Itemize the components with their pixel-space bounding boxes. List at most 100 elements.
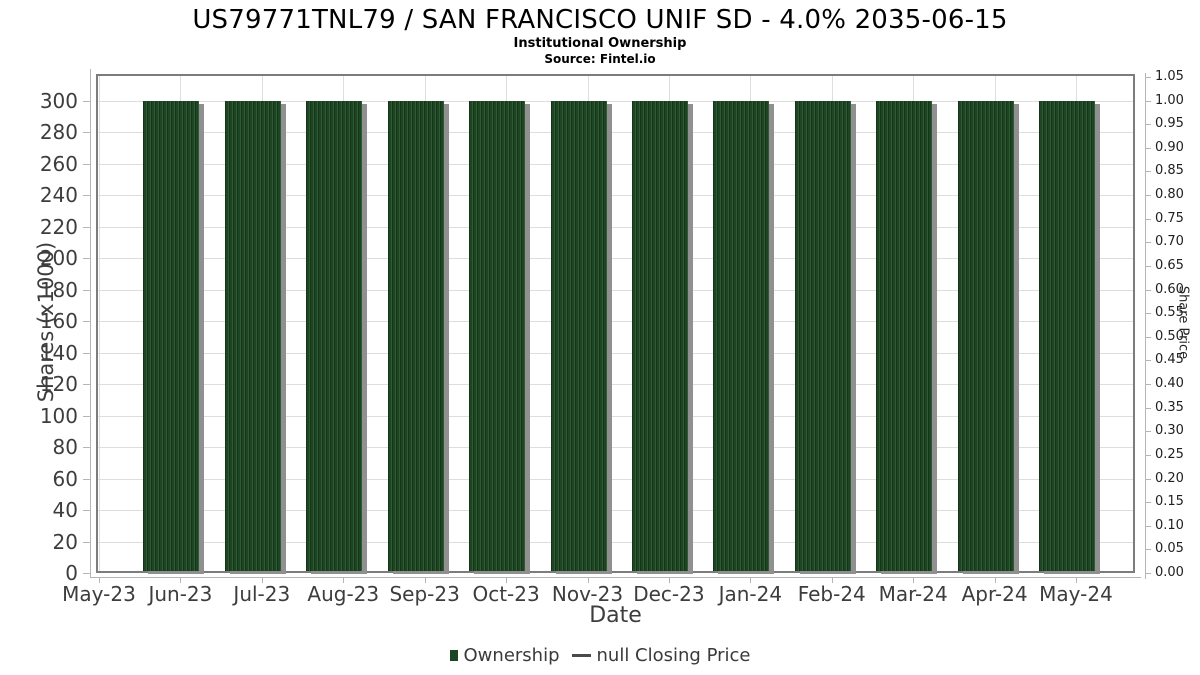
y-axis-right-tick xyxy=(1145,77,1151,78)
y-axis-left-tick-label: 0 xyxy=(65,561,78,585)
x-axis-tick xyxy=(750,577,752,583)
ownership-bar xyxy=(631,101,688,571)
y-axis-right-tick-label: 0.30 xyxy=(1155,423,1184,439)
y-axis-right-tick-label: 0.90 xyxy=(1155,139,1184,155)
y-axis-right-tick xyxy=(1145,573,1151,574)
y-axis-left-tick xyxy=(83,101,90,102)
ownership-bar xyxy=(143,101,200,571)
y-axis-left-tick xyxy=(83,258,90,260)
gridline-horizontal xyxy=(98,195,1133,197)
gridline-horizontal xyxy=(98,510,1133,512)
y-axis-left-tick xyxy=(83,573,90,574)
y-axis-right-tick-label: 0.20 xyxy=(1155,470,1184,486)
y-axis-right-tick-label: 0.85 xyxy=(1155,163,1184,179)
y-axis-right-tick xyxy=(1145,147,1151,149)
legend-item-closing-price: null Closing Price xyxy=(571,645,751,666)
y-axis-right-spine xyxy=(1145,73,1146,579)
ownership-bar xyxy=(469,101,526,571)
y-axis-right-tick xyxy=(1145,478,1151,480)
legend-item-ownership: Ownership xyxy=(449,645,560,666)
x-axis-tick xyxy=(831,577,833,583)
gridline-horizontal xyxy=(98,384,1133,386)
ownership-bar xyxy=(306,101,363,571)
gridline-horizontal xyxy=(98,258,1133,260)
y-axis-right-tick-label: 0.40 xyxy=(1155,376,1184,392)
y-axis-left-tick xyxy=(83,384,90,386)
y-axis-right-tick xyxy=(1145,218,1151,220)
y-axis-left-tick xyxy=(83,132,90,134)
y-axis-right-tick xyxy=(1145,171,1151,173)
y-axis-left-tick xyxy=(83,541,90,543)
y-axis-right-tick xyxy=(1145,124,1151,126)
gridline-horizontal xyxy=(98,478,1133,480)
y-axis-right-tick xyxy=(1145,525,1151,527)
gridline-horizontal xyxy=(98,415,1133,417)
chart-title: US79771TNL79 / SAN FRANCISCO UNIF SD - 4… xyxy=(192,5,1008,35)
y-axis-left-tick xyxy=(83,415,90,417)
y-axis-left-tick xyxy=(83,352,90,354)
y-axis-right-tick xyxy=(1145,384,1151,386)
y-axis-right-tick xyxy=(1145,549,1151,551)
y-axis-right-tick xyxy=(1145,195,1151,197)
ownership-bar xyxy=(713,101,770,571)
ownership-bar xyxy=(957,101,1014,571)
legend-label: null Closing Price xyxy=(596,645,751,666)
y-axis-right-tick xyxy=(1145,100,1151,102)
y-axis-right-tick-label: 0.70 xyxy=(1155,234,1184,250)
y-axis-right-tick xyxy=(1145,454,1151,456)
y-axis-left-tick-label: 20 xyxy=(52,529,78,554)
ownership-bar xyxy=(550,101,607,571)
y-axis-right-tick-label: 0.15 xyxy=(1155,494,1184,510)
y-axis-left-tick xyxy=(83,226,90,228)
chart-source: Source: Fintel.io xyxy=(544,52,656,66)
y-axis-left-tick-label: 240 xyxy=(39,183,78,208)
y-axis-left-tick xyxy=(83,510,90,512)
gridline-vertical xyxy=(99,76,100,571)
y-axis-right-tick xyxy=(1145,502,1151,504)
gridline-horizontal xyxy=(98,132,1133,134)
y-axis-left-tick-label: 280 xyxy=(39,120,78,145)
gridline-horizontal xyxy=(98,321,1133,323)
y-axis-right-tick-label: 1.05 xyxy=(1155,69,1184,84)
y-axis-right-tick xyxy=(1145,289,1151,291)
y-axis-right-tick xyxy=(1145,313,1151,315)
gridline-horizontal xyxy=(98,163,1133,165)
plot-area xyxy=(96,74,1135,573)
y-axis-left-tick xyxy=(83,289,90,291)
gridline-horizontal xyxy=(98,101,1133,102)
x-axis-tick xyxy=(994,577,996,583)
y-axis-left-spine xyxy=(90,69,91,577)
y-axis-left-tick xyxy=(83,447,90,449)
x-axis-tick xyxy=(99,577,100,583)
y-axis-left-tick-label: 300 xyxy=(39,89,78,113)
line-series-marker-icon xyxy=(571,654,591,657)
y-axis-right-tick-label: 0.75 xyxy=(1155,210,1184,226)
x-axis-tick xyxy=(424,577,426,583)
y-axis-left-tick-label: 40 xyxy=(52,498,78,523)
x-axis-tick xyxy=(506,577,508,583)
y-axis-right-tick-label: 0.95 xyxy=(1155,116,1184,132)
y-axis-left-tick-label: 260 xyxy=(39,151,78,176)
y-axis-left-tick-label: 60 xyxy=(52,466,78,491)
y-axis-right-tick-label: 0.80 xyxy=(1155,187,1184,203)
y-axis-right-tick-label: 1.00 xyxy=(1155,92,1184,108)
x-axis-tick xyxy=(261,577,263,583)
x-axis-tick xyxy=(1076,577,1077,583)
y-axis-right-tick xyxy=(1145,360,1151,362)
x-axis-tick xyxy=(668,577,670,583)
y-axis-left-tick xyxy=(83,478,90,480)
y-axis-left-tick xyxy=(83,163,90,165)
gridline-horizontal xyxy=(98,226,1133,228)
x-axis-tick xyxy=(343,577,345,583)
y-axis-left-tick xyxy=(83,195,90,197)
y-axis-right-tick-label: 0.25 xyxy=(1155,446,1184,462)
y-axis-right-tick xyxy=(1145,242,1151,244)
x-axis-spine xyxy=(90,577,1141,578)
y-axis-right-tick-label: 0.00 xyxy=(1155,565,1184,580)
y-axis-title-right: Share Price xyxy=(1175,285,1191,360)
chart-subtitle: Institutional Ownership xyxy=(513,36,687,51)
bar-series-marker-icon xyxy=(449,650,458,661)
y-axis-right-tick xyxy=(1145,336,1151,338)
ownership-bar xyxy=(387,101,444,571)
